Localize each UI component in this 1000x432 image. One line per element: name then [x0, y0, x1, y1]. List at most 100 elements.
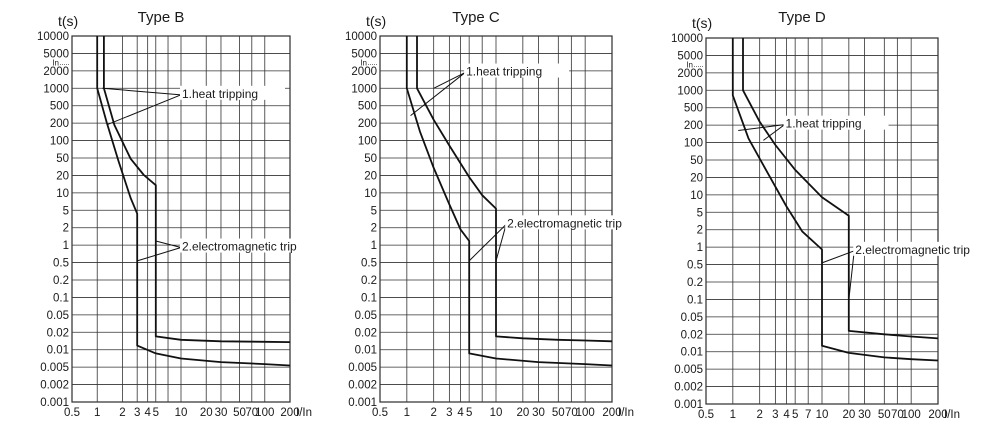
- x-tick-label: 200: [928, 409, 947, 421]
- y-tick-label: 0.01: [681, 347, 703, 359]
- y-tick-label: 5: [697, 207, 703, 219]
- x-tick-label: 20: [842, 409, 855, 421]
- annotation-leader: [848, 250, 855, 300]
- annotation-bg: [505, 215, 657, 230]
- y-tick-label: 0.2: [687, 277, 703, 289]
- x-tick-label: 3: [134, 407, 140, 419]
- y-tick-label: 50: [690, 155, 703, 167]
- chart-panel-2: 100005000200010005002001005020105210.50.…: [345, 9, 657, 419]
- electromagnetic-trip-label: 2.electromagnetic trip: [507, 216, 622, 230]
- x-tick-label: 30: [215, 407, 228, 419]
- annotation-leader: [738, 124, 785, 132]
- y-tick-label: 0.05: [681, 312, 703, 324]
- x-tick-label: 2: [756, 409, 762, 421]
- x-tick-label: 10: [816, 409, 829, 421]
- y-tick-label: 20: [56, 170, 69, 182]
- annotation-leader: [106, 94, 182, 126]
- y-tick-label: 2: [697, 225, 703, 237]
- y-tick-label: 500: [358, 101, 377, 113]
- y-tick-label: 10000: [671, 33, 703, 45]
- chart-title: Type D: [778, 9, 826, 26]
- x-tick-label: 10: [175, 407, 188, 419]
- x-tick-label: 70: [565, 407, 578, 419]
- annotation-leader: [468, 223, 507, 262]
- y-tick-label: 10000: [345, 31, 377, 43]
- x-tick-label: 1: [94, 407, 100, 419]
- x-axis-label: I/In: [618, 407, 634, 419]
- electromagnetic-trip-label: 2.electromagnetic trip: [855, 243, 970, 257]
- trip-curve-2: [103, 36, 291, 343]
- y-tick-label: 100: [684, 138, 703, 150]
- y-tick-label: 0.01: [47, 345, 69, 357]
- trip-curve-2: [742, 38, 939, 340]
- y-tick-label: 50: [364, 153, 377, 165]
- y-tick-label: 200: [358, 118, 377, 130]
- y-tick-label: 0.001: [674, 399, 703, 411]
- x-tick-label: 70: [891, 409, 904, 421]
- x-tick-label: 20: [200, 407, 213, 419]
- y-tick-label: 0.001: [348, 397, 377, 409]
- y-tick-label: 0.002: [40, 380, 69, 392]
- y-tick-label: 20: [690, 172, 703, 184]
- x-tick-label: 100: [255, 407, 274, 419]
- x-tick-label: 70: [245, 407, 258, 419]
- chart-panel-3: 100005000200010005002001005020105210.50.…: [671, 9, 1000, 421]
- annotation-leader: [137, 247, 182, 262]
- x-tick-label: 100: [902, 409, 921, 421]
- y-tick-label: 5000: [351, 48, 377, 60]
- y-axis-label: t(s): [366, 13, 386, 29]
- annotation-bg: [180, 238, 332, 253]
- y-tick-label: 0.001: [40, 397, 69, 409]
- y-tick-label: 0.2: [53, 275, 69, 287]
- y-tick-label: 1: [63, 240, 69, 252]
- x-tick-label: 30: [532, 407, 545, 419]
- y-tick-label: 500: [684, 103, 703, 115]
- x-tick-label: 50: [552, 407, 565, 419]
- y-tick-label: 500: [50, 101, 69, 113]
- annotation-leader: [495, 224, 507, 262]
- chart-title: Type B: [138, 9, 185, 26]
- y-tick-label: 0.005: [348, 362, 377, 374]
- y-tick-label: 2: [371, 223, 377, 235]
- y-tick-label: 0.02: [47, 327, 69, 339]
- x-tick-label: 10: [490, 407, 503, 419]
- y-tick-label: 10000: [37, 31, 69, 43]
- y-tick-label: 200: [684, 120, 703, 132]
- x-tick-label: 5: [153, 407, 159, 419]
- y-tick-label: 5000: [43, 48, 69, 60]
- heat-tripping-label: 1.heat tripping: [182, 87, 258, 101]
- trip-curve-1: [96, 36, 291, 367]
- annotation-leader: [155, 240, 182, 249]
- y-tick-label: 1000: [677, 85, 703, 97]
- x-tick-label: 1: [730, 409, 736, 421]
- y-tick-label: 0.05: [355, 310, 377, 322]
- x-axis-label: I/In: [944, 409, 960, 421]
- y-tick-label: 2: [63, 223, 69, 235]
- annotation-leader: [763, 124, 785, 141]
- heat-tripping-label: 1.heat tripping: [466, 65, 542, 79]
- x-tick-label: 4: [144, 407, 151, 419]
- x-tick-label: 20: [516, 407, 529, 419]
- y-tick-label: 0.1: [53, 292, 69, 304]
- x-tick-label: 1: [404, 407, 410, 419]
- annotation-bg: [783, 115, 889, 130]
- y-tick-label: 2000: [43, 66, 69, 78]
- y-tick-label-in: In: [52, 58, 59, 67]
- y-tick-label: 0.5: [361, 258, 377, 270]
- y-tick-label: 10: [364, 188, 377, 200]
- x-tick-label: 30: [858, 409, 871, 421]
- y-tick-label: 0.1: [361, 292, 377, 304]
- x-tick-label: 0.5: [372, 407, 388, 419]
- y-axis-label: t(s): [692, 15, 712, 31]
- annotation-leader: [102, 87, 182, 96]
- y-tick-label: 2000: [351, 66, 377, 78]
- x-tick-label: 200: [602, 407, 621, 419]
- y-tick-label: 0.02: [355, 327, 377, 339]
- y-tick-label: 1000: [351, 83, 377, 95]
- y-tick-label: 0.5: [53, 258, 69, 270]
- x-tick-label: 100: [576, 407, 595, 419]
- annotation-bg: [853, 241, 1000, 256]
- y-tick-label: 0.05: [47, 310, 69, 322]
- chart-panel-1: 100005000200010005002001005020105210.50.…: [37, 9, 332, 419]
